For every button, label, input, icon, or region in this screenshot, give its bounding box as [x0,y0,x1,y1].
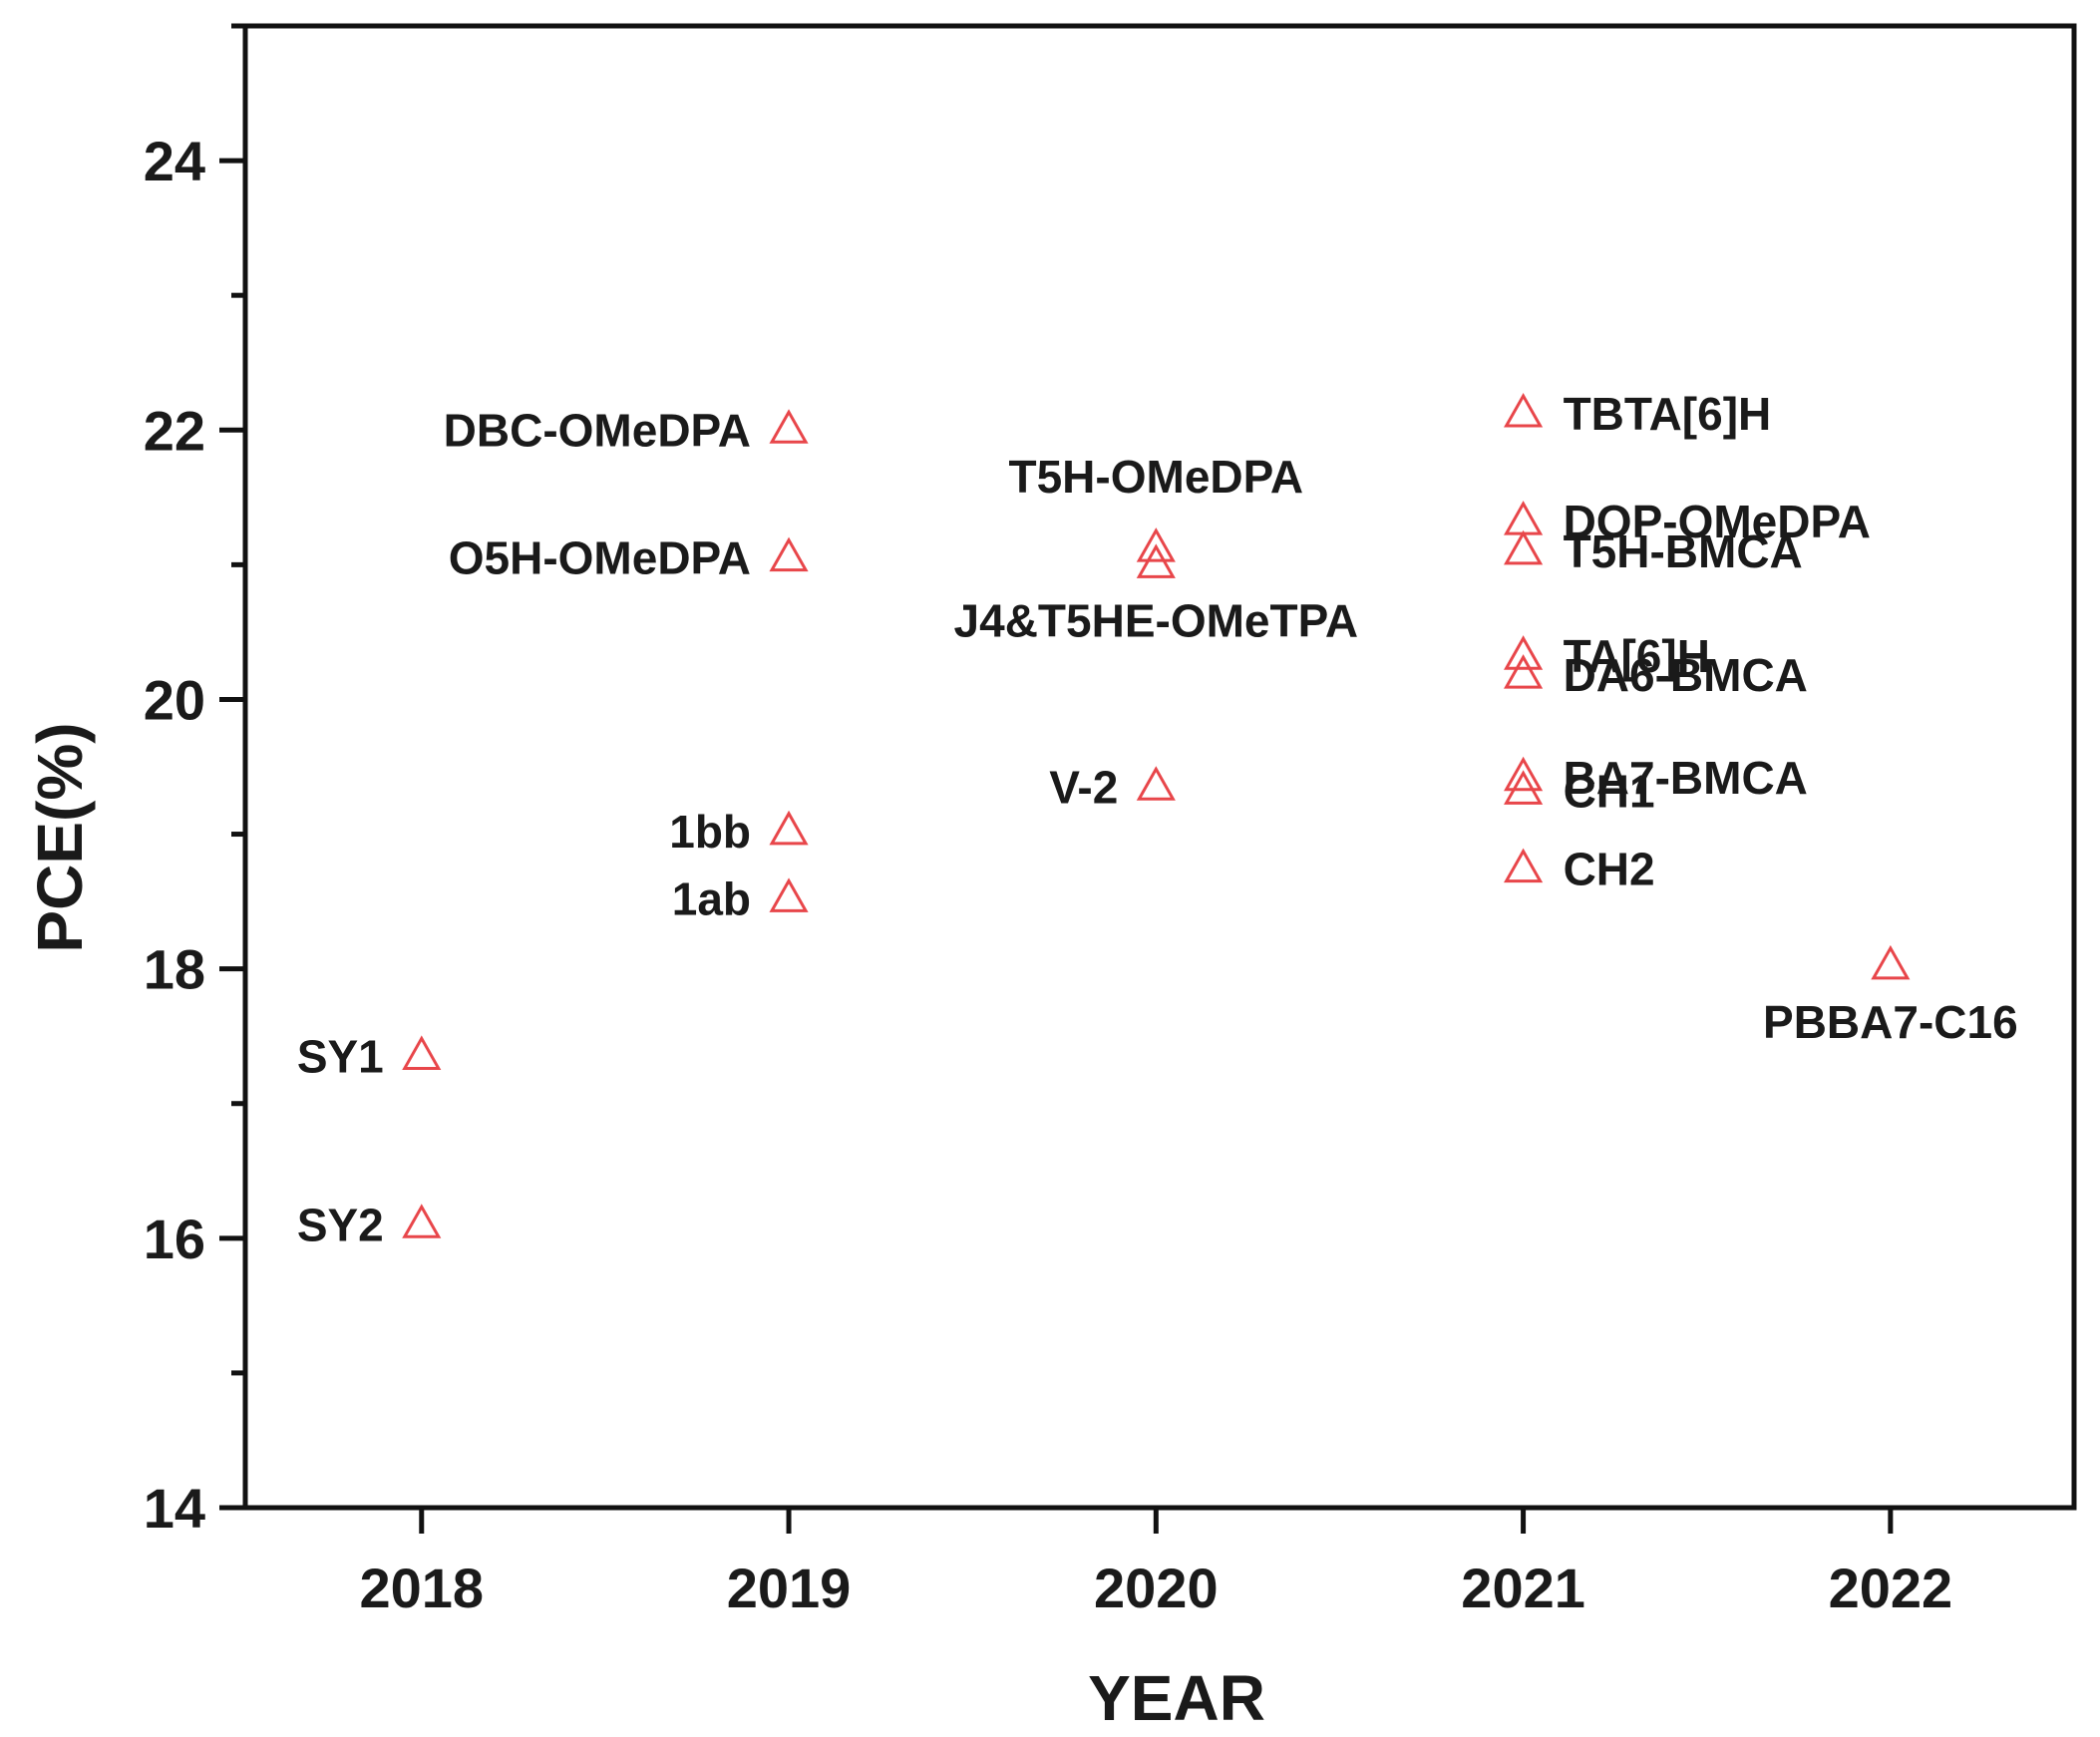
y-tick-label: 22 [144,399,205,462]
data-point-marker [402,1035,442,1070]
data-point-label: V-2 [1049,761,1118,813]
y-tick-label: 14 [144,1477,205,1540]
data-point-marker [1504,654,1544,689]
data-point-marker [1871,944,1911,980]
y-tick-label: 20 [144,668,205,731]
data-point-marker [1136,766,1176,801]
data-point-label: T5H-OMeDPA [1009,451,1304,503]
data-point-label: DBC-OMeDPA [444,404,751,456]
y-tick-label: 18 [144,938,205,1001]
data-point-label: PBBA7-C16 [1763,996,2018,1048]
x-tick-label: 2022 [1829,1557,1953,1619]
data-point-marker [769,409,809,444]
plot-frame [242,23,2077,1511]
data-point-label: CH1 [1564,765,1655,817]
data-point-marker [1504,529,1544,565]
data-point-marker [1504,635,1544,670]
data-point-label: DOP-OMeDPA [1564,496,1871,547]
x-tick-label: 2019 [727,1557,852,1619]
y-tick-label: 24 [144,130,205,192]
data-point-marker [1136,527,1176,562]
data-point-labels: SY1 SY2 DBC-OMeDPA O5H-OMeDPA 1bb 1ab T5H-OMeD… [297,388,2018,1250]
data-point-marker [402,1204,442,1238]
data-point-marker [1504,501,1544,535]
data-point-marker [1136,543,1176,578]
y-tick-label: 16 [144,1208,205,1270]
data-point-label: SY1 [297,1030,384,1082]
data-point-label: T5H-BMCA [1564,525,1803,577]
data-point-marker [1504,770,1544,805]
x-tick-label: 2021 [1461,1557,1585,1619]
data-point-marker [1504,756,1544,792]
data-point-label: SY2 [297,1199,384,1250]
data-point-label: O5H-OMeDPA [449,532,751,584]
data-point-marker [769,877,809,912]
data-point-label: 1ab [672,872,751,924]
data-point-label: TBTA[6]H [1564,388,1772,440]
data-point-marker [1504,393,1544,428]
axis-ticks [219,23,1894,1534]
data-point-marker [769,536,809,572]
data-point-marker [1504,848,1544,883]
data-markers [402,393,1911,1238]
data-point-label: CH2 [1564,844,1655,895]
data-point-label: 1bb [669,806,751,858]
y-axis-title: PCE(%) [24,722,96,952]
x-axis-title: YEAR [1088,1662,1265,1734]
data-point-marker [769,810,809,846]
data-point-label: J4&T5HE-OMeTPA [954,594,1359,646]
x-tick-label: 2020 [1094,1557,1219,1619]
data-point-label: BA7-BMCA [1564,752,1808,804]
data-point-label: DA6-BMCA [1564,649,1808,701]
x-tick-label: 2018 [359,1557,484,1619]
data-point-label: TA[6]H [1564,630,1710,682]
